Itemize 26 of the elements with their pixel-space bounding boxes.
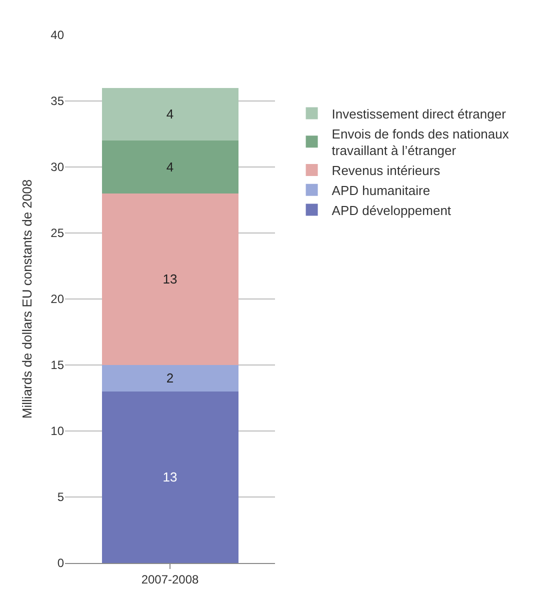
y-tick-label: 30 — [50, 160, 64, 174]
y-tick-label: 0 — [57, 556, 64, 570]
y-tick-label: 35 — [50, 94, 64, 108]
y-tick-label: 15 — [50, 358, 64, 372]
legend-label: Investissement direct étranger — [332, 106, 507, 122]
legend-label: APD développement — [332, 202, 452, 218]
data-label: 4 — [166, 160, 174, 174]
y-tick-label: 20 — [50, 292, 64, 306]
bar — [102, 391, 238, 563]
x-tick-label: 2007-2008 — [141, 572, 200, 586]
legend-label: APD humanitaire — [332, 182, 430, 198]
y-tick-label: 5 — [57, 490, 64, 504]
data-label: 2 — [166, 370, 174, 386]
y-tick-label: 40 — [50, 28, 64, 42]
y-axis-title: Milliards de dollars EU constants de 2008 — [20, 179, 35, 419]
bar — [102, 140, 238, 194]
legend-label: Envois de fonds des nationaux travaillant à l’étranger — [332, 126, 510, 158]
data-label: 4 — [166, 106, 174, 122]
data-label: 13 — [162, 272, 178, 287]
bar — [102, 88, 238, 141]
y-tick-label: 10 — [50, 424, 64, 438]
bar — [102, 365, 238, 392]
data-label: 13 — [162, 470, 178, 485]
y-tick-label: 25 — [50, 226, 64, 240]
legend-label: Revenus intérieurs — [332, 163, 441, 178]
bar — [102, 193, 238, 365]
